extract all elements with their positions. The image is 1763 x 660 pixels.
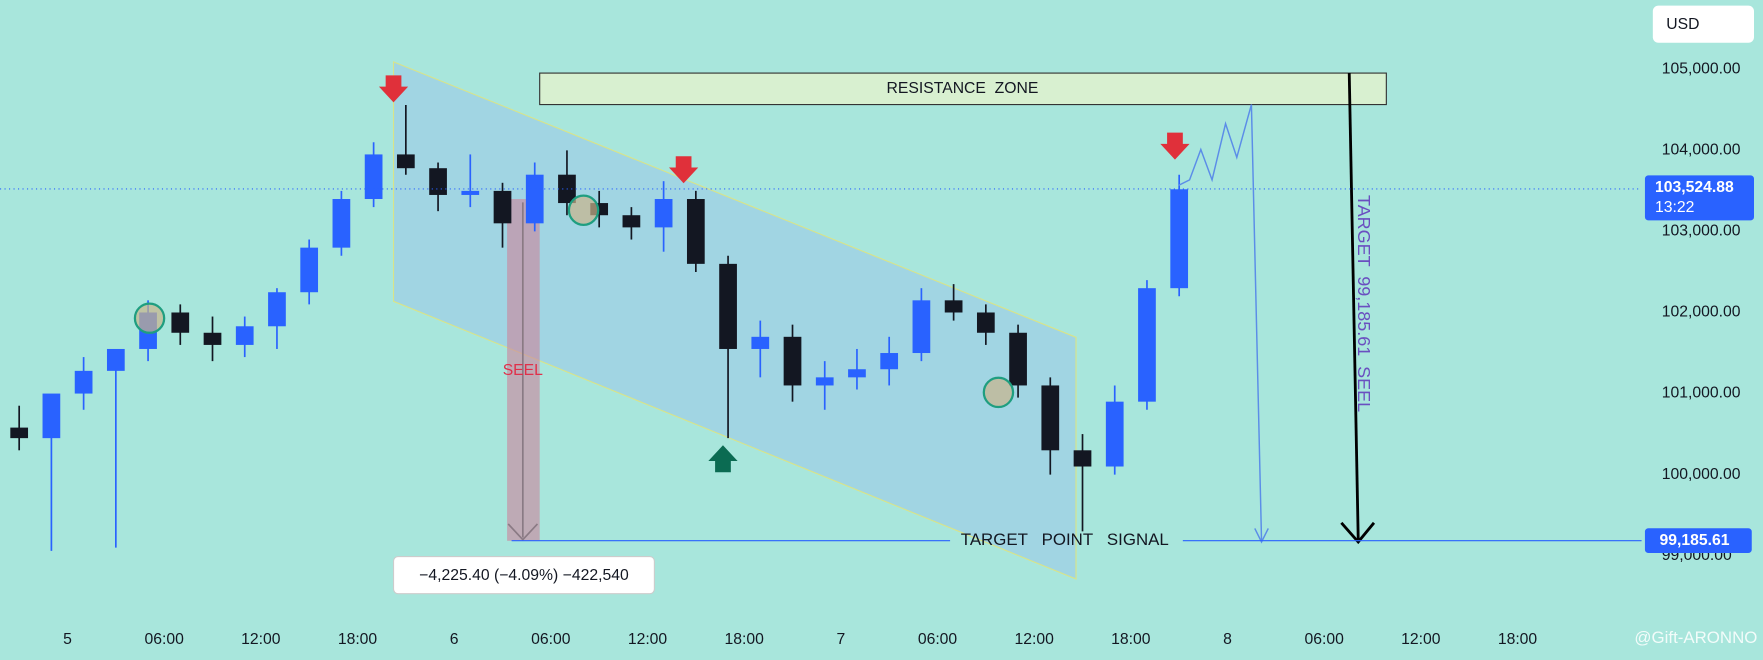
candle-body xyxy=(912,300,931,354)
candle-body xyxy=(364,154,383,200)
x-tick-label: 12:00 xyxy=(628,631,668,648)
y-tick-label: 103,000.00 xyxy=(1662,223,1741,240)
x-tick-label: 06:00 xyxy=(918,631,958,648)
candle-body xyxy=(1170,189,1189,289)
candle-body xyxy=(751,336,770,349)
candle-body xyxy=(332,199,351,248)
last-price-label: 103,524.88 xyxy=(1655,179,1734,196)
currency-box[interactable] xyxy=(1652,5,1755,43)
x-tick-label: 5 xyxy=(63,631,72,648)
circle-marker xyxy=(982,376,1015,409)
candle-body xyxy=(783,336,802,386)
target-arrow-head xyxy=(1340,521,1376,545)
x-tick-label: 06:00 xyxy=(531,631,571,648)
target-signal: TARGET POINT SIGNAL xyxy=(961,530,1169,549)
x-tick-label: 7 xyxy=(836,631,845,648)
candle-body xyxy=(1105,401,1124,467)
x-tick-label: 6 xyxy=(450,631,459,648)
candle-body xyxy=(622,215,641,228)
candle-body xyxy=(461,190,480,195)
x-tick-label: 12:00 xyxy=(1401,631,1441,648)
x-tick-label: 18:00 xyxy=(1111,631,1151,648)
candle-body xyxy=(944,300,963,313)
candle-body xyxy=(203,332,222,345)
y-tick-label: 100,000.00 xyxy=(1662,466,1741,483)
candle-body xyxy=(525,174,544,224)
y-tick-label: 101,000.00 xyxy=(1662,385,1741,402)
x-tick-label: 18:00 xyxy=(338,631,378,648)
candle-body xyxy=(42,393,61,439)
candle-body xyxy=(848,369,866,378)
measure-box xyxy=(392,555,655,595)
x-tick-label: 8 xyxy=(1223,631,1232,648)
measure-label: −4,225.40 (−4.09%) −422,540 xyxy=(419,567,629,584)
x-tick-label: 06:00 xyxy=(144,631,184,648)
circle-marker xyxy=(567,194,600,226)
y-tick-label: 104,000.00 xyxy=(1662,142,1741,159)
seel-arrow-head xyxy=(507,523,539,541)
candle-body xyxy=(815,377,834,386)
currency: USD xyxy=(1666,16,1699,33)
down-arrow xyxy=(668,156,699,184)
candle-body xyxy=(10,427,29,439)
watermark: @Gift-ARONNO xyxy=(1634,628,1757,647)
candle-body xyxy=(719,263,737,349)
candle-body xyxy=(1041,385,1060,451)
countdown: 13:22 xyxy=(1655,199,1694,216)
resistance-zone xyxy=(539,72,1387,106)
markers xyxy=(378,75,1190,184)
projection-head xyxy=(1254,528,1269,544)
target-arrow xyxy=(1347,73,1360,540)
target-tag xyxy=(1644,528,1752,554)
x-tick-label: 06:00 xyxy=(1304,631,1344,648)
target-label: 99,185.61 xyxy=(1660,532,1730,549)
candle-body xyxy=(1073,450,1092,467)
candle-body xyxy=(493,190,512,224)
y-tick-label: 105,000.00 xyxy=(1662,60,1741,77)
axes: 99,000.00100,000.00101,000.00102,000.001… xyxy=(63,60,1741,647)
candle-body xyxy=(396,154,415,169)
resistance-label: RESISTANCE ZONE xyxy=(887,80,1039,97)
y-tick-label: 102,000.00 xyxy=(1662,304,1741,321)
candle-body xyxy=(654,199,673,228)
candle-body xyxy=(171,312,190,333)
x-tick-label: 12:00 xyxy=(1014,631,1054,648)
candle-body xyxy=(686,199,705,264)
candle-body xyxy=(74,370,93,394)
up-arrow xyxy=(708,445,738,473)
candle-body xyxy=(106,348,125,371)
candle-body xyxy=(976,312,995,333)
circle-marker xyxy=(133,302,166,334)
candle-body xyxy=(268,292,286,327)
candle-body xyxy=(1009,332,1027,386)
candles xyxy=(10,104,1189,551)
candle-body xyxy=(300,247,319,293)
candle-body xyxy=(880,353,899,370)
down-arrow xyxy=(1160,132,1190,160)
candle-body xyxy=(429,168,447,195)
down-arrow xyxy=(378,75,409,103)
candle-body xyxy=(235,326,254,345)
x-tick-label: 18:00 xyxy=(1498,631,1538,648)
candle-body xyxy=(1138,288,1156,402)
x-tick-label: 12:00 xyxy=(241,631,281,648)
seel-label: SEEL xyxy=(503,362,543,379)
target-vertical: TARGET 99,185.61 SEEL xyxy=(1354,195,1374,412)
projection xyxy=(1178,104,1263,541)
x-tick-label: 18:00 xyxy=(724,631,764,648)
last-price-tag xyxy=(1644,175,1755,221)
levels: 103,524.88 13:22 TARGET POINT SIGNAL 99,185… xyxy=(0,175,1755,554)
